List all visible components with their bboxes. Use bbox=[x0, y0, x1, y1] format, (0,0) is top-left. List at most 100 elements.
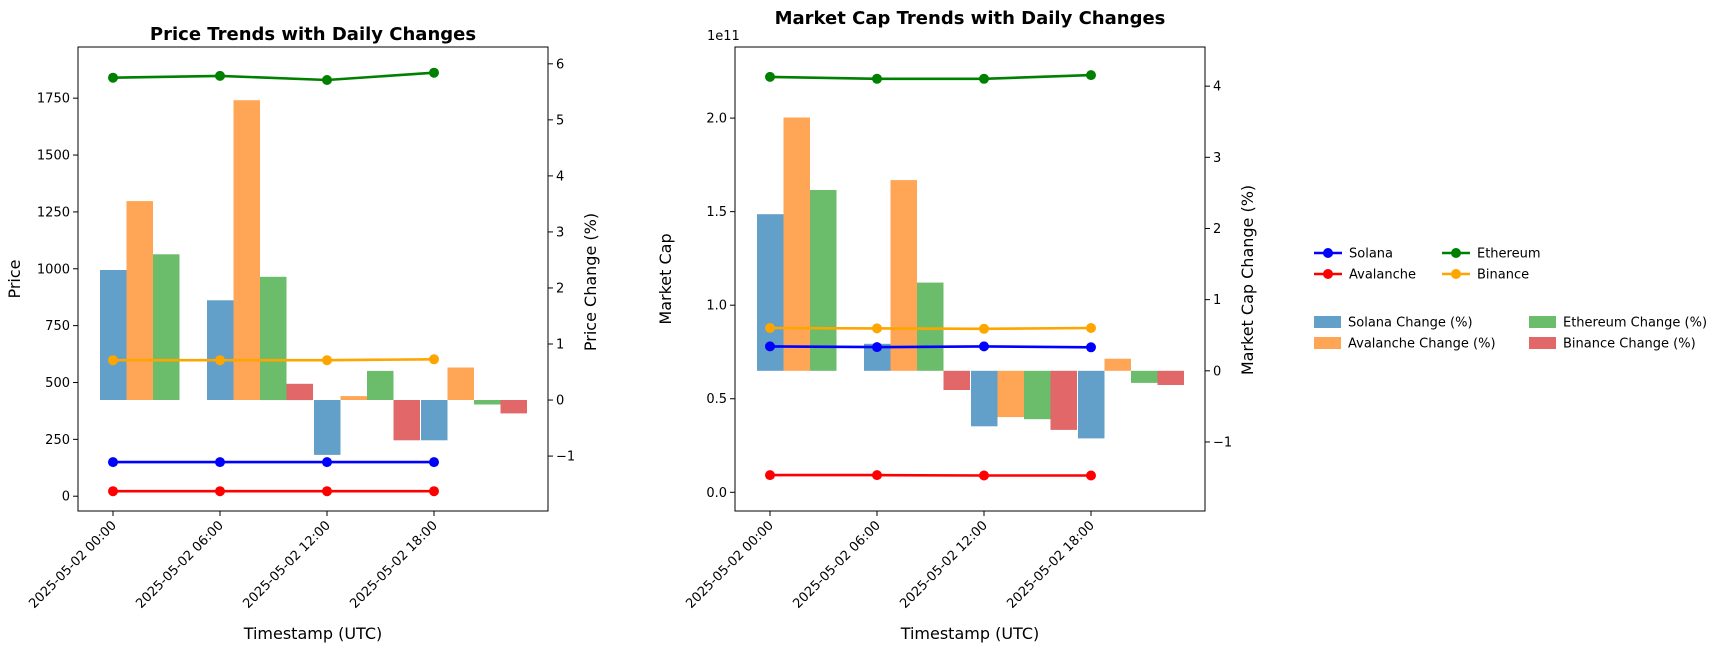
legend-label-solana-change: Solana Change (%) bbox=[1348, 316, 1473, 331]
point-binance-1 bbox=[872, 323, 882, 334]
bar-solana-change-2 bbox=[314, 400, 341, 455]
point-ethereum-0 bbox=[108, 72, 118, 83]
point-binance-3 bbox=[1086, 323, 1096, 333]
x-tick-label: 2025-05-02 12:00 bbox=[897, 518, 990, 611]
point-solana-0 bbox=[765, 341, 775, 352]
x-tick-label: 2025-05-02 12:00 bbox=[240, 518, 333, 611]
legend-swatch-solana-change bbox=[1314, 316, 1341, 328]
bar-solana-change-2 bbox=[971, 370, 998, 427]
legend-label-avalanche-change: Avalanche Change (%) bbox=[1348, 337, 1496, 352]
bar-binance-change-2 bbox=[393, 400, 420, 441]
point-solana-2 bbox=[979, 341, 989, 352]
point-solana-3 bbox=[1086, 342, 1096, 353]
bar-solana-change-0 bbox=[100, 270, 127, 400]
bar-solana-change-3 bbox=[421, 400, 448, 441]
y2-tick-label: 0 bbox=[556, 394, 564, 409]
legend-marker-binance bbox=[1451, 269, 1461, 279]
bar-avalanche-change-2 bbox=[997, 370, 1024, 418]
y2-axis-label: Price Change (%) bbox=[581, 213, 600, 351]
y-tick-label: 0.5 bbox=[706, 392, 727, 407]
legend-label-binance-change: Binance Change (%) bbox=[1563, 337, 1696, 352]
chart-title: Price Trends with Daily Changes bbox=[150, 24, 476, 45]
bar-ethereum-change-1 bbox=[260, 276, 287, 401]
point-solana-2 bbox=[322, 457, 332, 468]
y2-tick-label: 0 bbox=[1213, 364, 1221, 379]
legend-swatch-binance-change bbox=[1529, 337, 1556, 349]
legend-marker-ethereum bbox=[1451, 248, 1461, 258]
y-tick-label: 0 bbox=[62, 490, 70, 505]
line-ethereum bbox=[769, 73, 1092, 81]
y-tick-label: 1.0 bbox=[706, 299, 727, 314]
x-tick-label: 2025-05-02 00:00 bbox=[683, 518, 776, 611]
point-binance-2 bbox=[979, 323, 989, 334]
point-ethereum-2 bbox=[322, 75, 332, 85]
y-tick-label: 500 bbox=[45, 376, 70, 391]
point-avalanche-2 bbox=[979, 470, 989, 481]
bar-ethereum-change-1 bbox=[917, 282, 944, 371]
x-tick-label: 2025-05-02 06:00 bbox=[790, 518, 883, 611]
point-avalanche-0 bbox=[108, 486, 118, 497]
line-ethereum bbox=[112, 71, 435, 82]
bar-ethereum-change-2 bbox=[1024, 370, 1051, 420]
x-axis-label: Timestamp (UTC) bbox=[900, 624, 1040, 643]
y2-tick-label: −1 bbox=[1213, 435, 1232, 450]
y-tick-label: 1750 bbox=[37, 92, 70, 107]
y2-tick-label: 3 bbox=[1213, 151, 1221, 166]
point-avalanche-3 bbox=[1086, 470, 1096, 481]
bar-binance-change-1 bbox=[286, 383, 313, 401]
y2-tick-label: 2 bbox=[556, 281, 564, 296]
point-ethereum-1 bbox=[215, 70, 225, 81]
bar-avalanche-change-3 bbox=[447, 367, 474, 400]
point-binance-3 bbox=[429, 354, 439, 365]
y2-tick-label: 4 bbox=[1213, 80, 1221, 95]
legend: Solana Ethereum Avalanche Binance Solana Cha… bbox=[1314, 247, 1707, 352]
point-solana-1 bbox=[215, 457, 225, 468]
point-solana-3 bbox=[429, 457, 439, 468]
y2-tick-label: 1 bbox=[556, 338, 564, 353]
point-binance-2 bbox=[322, 355, 332, 366]
point-ethereum-1 bbox=[872, 73, 882, 84]
point-solana-0 bbox=[108, 457, 118, 468]
plot-frame bbox=[77, 46, 549, 512]
bar-binance-change-2 bbox=[1050, 370, 1077, 430]
chart-title: Market Cap Trends with Daily Changes bbox=[775, 8, 1166, 29]
y-tick-label: 1500 bbox=[37, 149, 70, 164]
bar-binance-change-1 bbox=[943, 370, 970, 390]
bar-avalanche-change-2 bbox=[340, 396, 367, 400]
line-binance bbox=[113, 358, 435, 362]
y2-tick-label: 4 bbox=[556, 169, 564, 184]
legend-label-solana: Solana bbox=[1349, 247, 1393, 262]
legend-marker-solana bbox=[1323, 248, 1333, 258]
point-binance-0 bbox=[765, 323, 775, 333]
x-tick-label: 2025-05-02 18:00 bbox=[1004, 518, 1097, 611]
bar-solana-change-3 bbox=[1078, 370, 1105, 439]
legend-swatch-ethereum-change bbox=[1529, 316, 1556, 328]
x-tick-label: 2025-05-02 18:00 bbox=[347, 518, 440, 611]
bar-binance-change-3 bbox=[500, 400, 527, 414]
bar-ethereum-change-0 bbox=[810, 190, 837, 371]
x-tick-label: 2025-05-02 06:00 bbox=[133, 518, 226, 611]
y2-tick-label: 1 bbox=[1213, 293, 1221, 308]
legend-label-ethereum: Ethereum bbox=[1477, 247, 1541, 262]
bar-ethereum-change-3 bbox=[1131, 370, 1158, 383]
chart-panel-1: 0 250 500 750 1000 1250 1500 1750 −1 0 1 2 3 4 5 6 2025-… bbox=[5, 24, 600, 643]
y-tick-label: 750 bbox=[45, 319, 70, 334]
x-axis-label: Timestamp (UTC) bbox=[243, 624, 383, 643]
point-avalanche-2 bbox=[322, 486, 332, 497]
bar-ethereum-change-2 bbox=[367, 370, 394, 400]
bar-avalanche-change-1 bbox=[233, 100, 260, 400]
axis-offset-text: 1e11 bbox=[707, 29, 740, 44]
bar-avalanche-change-3 bbox=[1104, 358, 1131, 371]
bar-avalanche-change-1 bbox=[890, 180, 917, 371]
y2-tick-label: 2 bbox=[1213, 222, 1221, 237]
point-ethereum-3 bbox=[1086, 70, 1096, 81]
bar-avalanche-change-0 bbox=[126, 201, 153, 400]
bar-ethereum-change-0 bbox=[153, 254, 180, 400]
y2-tick-label: −1 bbox=[556, 450, 575, 465]
line-binance bbox=[769, 326, 1092, 331]
point-ethereum-3 bbox=[429, 67, 439, 78]
y-tick-label: 250 bbox=[45, 433, 70, 448]
point-avalanche-1 bbox=[215, 486, 225, 497]
